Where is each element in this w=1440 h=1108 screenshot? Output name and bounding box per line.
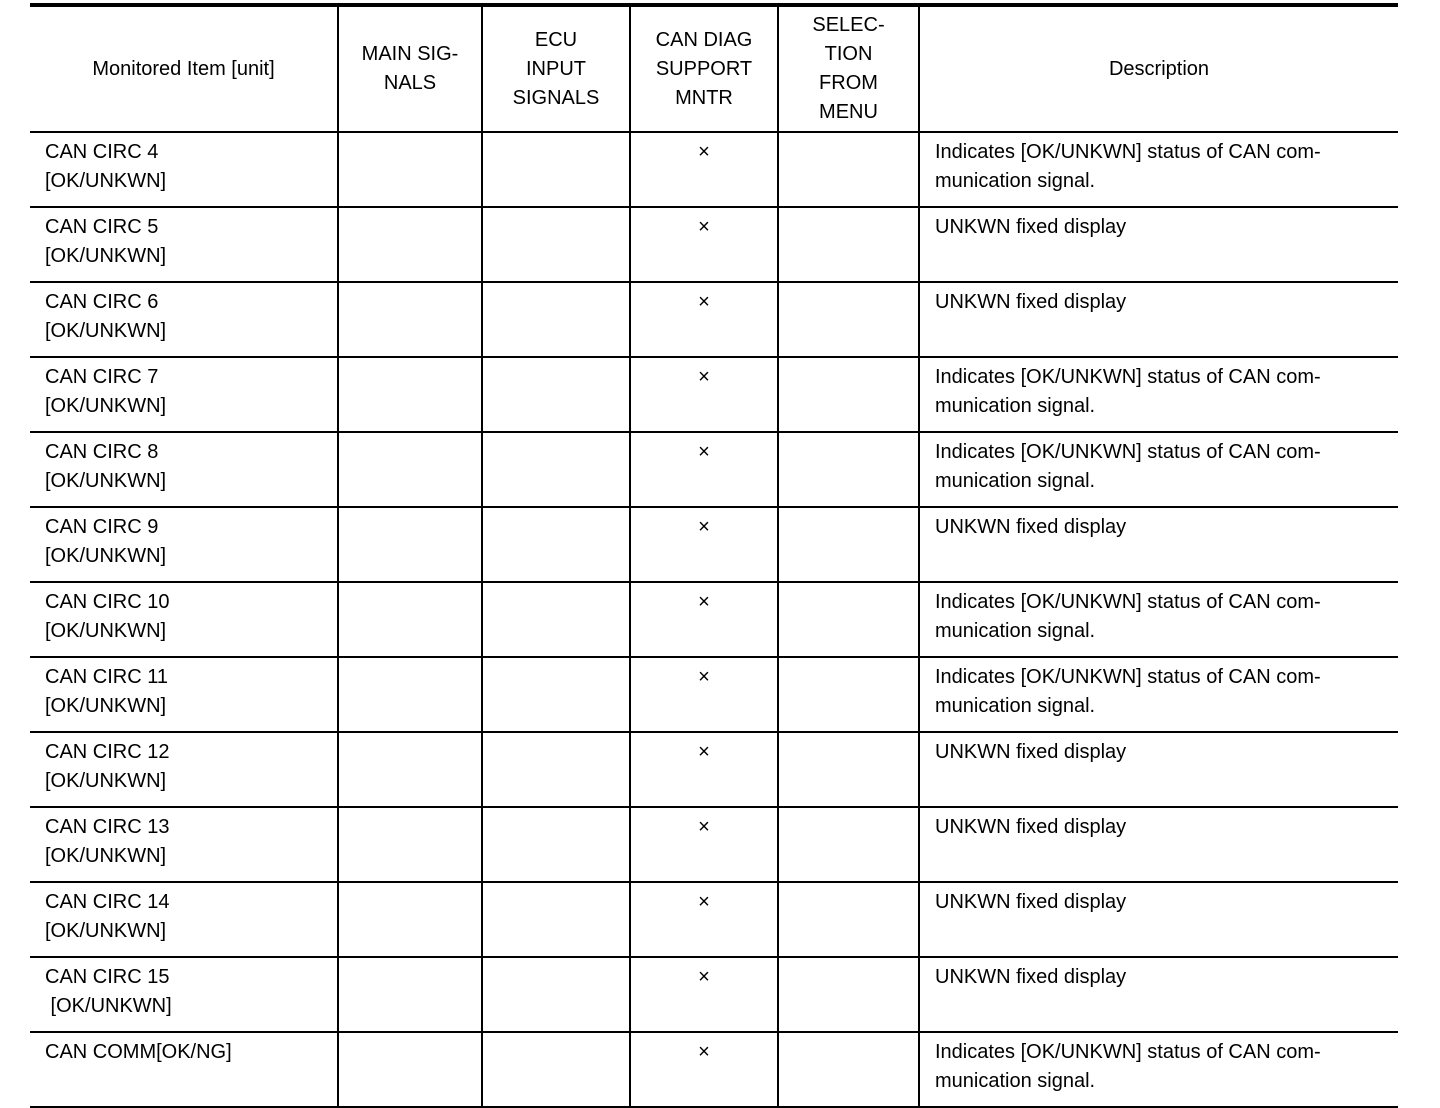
header-row: Monitored Item [unit] MAIN SIG- NALS ECU… bbox=[30, 3, 1398, 133]
monitored-item-cell: CAN CIRC 10 [OK/UNKWN] bbox=[30, 581, 339, 658]
table-row: CAN CIRC 11 [OK/UNKWN] × Indicates [OK/UNK… bbox=[30, 656, 1398, 733]
ecu-input-signals-cell bbox=[481, 656, 631, 733]
can-diag-support-mark: × bbox=[629, 131, 779, 208]
header-main-signals: MAIN SIG- NALS bbox=[337, 3, 483, 133]
ecu-input-signals-cell bbox=[481, 581, 631, 658]
monitor-item-table: Monitored Item [unit] MAIN SIG- NALS ECU… bbox=[30, 3, 1398, 1108]
table-row: CAN CIRC 13 [OK/UNKWN] × UNKWN fixed displ… bbox=[30, 806, 1398, 883]
monitored-item-cell: CAN CIRC 5 [OK/UNKWN] bbox=[30, 206, 339, 283]
can-diag-support-mark: × bbox=[629, 1031, 779, 1108]
header-monitored-item: Monitored Item [unit] bbox=[30, 3, 339, 133]
table-row: CAN CIRC 9 [OK/UNKWN] × UNKWN fixed displa… bbox=[30, 506, 1398, 583]
table-row: CAN CIRC 6 [OK/UNKWN] × UNKWN fixed displa… bbox=[30, 281, 1398, 358]
selection-from-menu-cell bbox=[777, 881, 920, 958]
can-diag-support-mark: × bbox=[629, 881, 779, 958]
monitored-item-cell: CAN CIRC 4 [OK/UNKWN] bbox=[30, 131, 339, 208]
main-signals-cell bbox=[337, 881, 483, 958]
table-row: CAN CIRC 8 [OK/UNKWN] × Indicates [OK/UNKW… bbox=[30, 431, 1398, 508]
monitored-item-cell: CAN CIRC 11 [OK/UNKWN] bbox=[30, 656, 339, 733]
can-diag-support-mark: × bbox=[629, 506, 779, 583]
main-signals-cell bbox=[337, 506, 483, 583]
description-cell: UNKWN fixed display bbox=[918, 281, 1398, 358]
description-cell: Indicates [OK/UNKWN] status of CAN com- … bbox=[918, 581, 1398, 658]
can-diag-support-mark: × bbox=[629, 431, 779, 508]
selection-from-menu-cell bbox=[777, 1031, 920, 1108]
monitored-item-cell: CAN CIRC 7 [OK/UNKWN] bbox=[30, 356, 339, 433]
selection-from-menu-cell bbox=[777, 806, 920, 883]
ecu-input-signals-cell bbox=[481, 281, 631, 358]
can-diag-support-mark: × bbox=[629, 206, 779, 283]
table-row: CAN CIRC 10 [OK/UNKWN] × Indicates [OK/UNK… bbox=[30, 581, 1398, 658]
ecu-input-signals-cell bbox=[481, 506, 631, 583]
description-cell: Indicates [OK/UNKWN] status of CAN com- … bbox=[918, 431, 1398, 508]
monitored-item-cell: CAN CIRC 13 [OK/UNKWN] bbox=[30, 806, 339, 883]
description-cell: UNKWN fixed display bbox=[918, 731, 1398, 808]
ecu-input-signals-cell bbox=[481, 1031, 631, 1108]
selection-from-menu-cell bbox=[777, 656, 920, 733]
monitored-item-cell: CAN COMM[OK/NG] bbox=[30, 1031, 339, 1108]
can-diag-support-mark: × bbox=[629, 956, 779, 1033]
can-diag-support-mark: × bbox=[629, 356, 779, 433]
description-cell: Indicates [OK/UNKWN] status of CAN com- … bbox=[918, 356, 1398, 433]
selection-from-menu-cell bbox=[777, 281, 920, 358]
monitored-item-cell: CAN CIRC 8 [OK/UNKWN] bbox=[30, 431, 339, 508]
selection-from-menu-cell bbox=[777, 506, 920, 583]
table-row: CAN CIRC 15 [OK/UNKWN] × UNKWN fixed displ… bbox=[30, 956, 1398, 1033]
description-cell: UNKWN fixed display bbox=[918, 506, 1398, 583]
can-diag-support-mark: × bbox=[629, 806, 779, 883]
monitored-item-cell: CAN CIRC 14 [OK/UNKWN] bbox=[30, 881, 339, 958]
table-row: CAN CIRC 7 [OK/UNKWN] × Indicates [OK/UNKW… bbox=[30, 356, 1398, 433]
description-cell: UNKWN fixed display bbox=[918, 881, 1398, 958]
description-cell: UNKWN fixed display bbox=[918, 956, 1398, 1033]
table-row: CAN CIRC 4 [OK/UNKWN] × Indicates [OK/UNKW… bbox=[30, 131, 1398, 208]
description-cell: Indicates [OK/UNKWN] status of CAN com- … bbox=[918, 656, 1398, 733]
can-diag-support-mark: × bbox=[629, 281, 779, 358]
can-diag-support-mark: × bbox=[629, 581, 779, 658]
main-signals-cell bbox=[337, 356, 483, 433]
selection-from-menu-cell bbox=[777, 206, 920, 283]
main-signals-cell bbox=[337, 581, 483, 658]
monitored-item-cell: CAN CIRC 9 [OK/UNKWN] bbox=[30, 506, 339, 583]
header-can-diag-support-mntr: CAN DIAG SUPPORT MNTR bbox=[629, 3, 779, 133]
description-cell: Indicates [OK/UNKWN] status of CAN com- … bbox=[918, 1031, 1398, 1108]
ecu-input-signals-cell bbox=[481, 431, 631, 508]
main-signals-cell bbox=[337, 281, 483, 358]
main-signals-cell bbox=[337, 656, 483, 733]
table-row: CAN COMM[OK/NG] × Indicates [OK/UNKWN] sta… bbox=[30, 1031, 1398, 1108]
ecu-input-signals-cell bbox=[481, 881, 631, 958]
header-selection-from-menu: SELEC- TION FROM MENU bbox=[777, 3, 920, 133]
table-row: CAN CIRC 12 [OK/UNKWN] × UNKWN fixed displ… bbox=[30, 731, 1398, 808]
selection-from-menu-cell bbox=[777, 356, 920, 433]
table-row: CAN CIRC 14 [OK/UNKWN] × UNKWN fixed displ… bbox=[30, 881, 1398, 958]
ecu-input-signals-cell bbox=[481, 206, 631, 283]
selection-from-menu-cell bbox=[777, 581, 920, 658]
main-signals-cell bbox=[337, 731, 483, 808]
selection-from-menu-cell bbox=[777, 131, 920, 208]
monitored-item-cell: CAN CIRC 15 [OK/UNKWN] bbox=[30, 956, 339, 1033]
can-diag-support-mark: × bbox=[629, 656, 779, 733]
main-signals-cell bbox=[337, 131, 483, 208]
ecu-input-signals-cell bbox=[481, 731, 631, 808]
description-cell: Indicates [OK/UNKWN] status of CAN com- … bbox=[918, 131, 1398, 208]
selection-from-menu-cell bbox=[777, 431, 920, 508]
monitored-item-cell: CAN CIRC 12 [OK/UNKWN] bbox=[30, 731, 339, 808]
selection-from-menu-cell bbox=[777, 731, 920, 808]
selection-from-menu-cell bbox=[777, 956, 920, 1033]
description-cell: UNKWN fixed display bbox=[918, 206, 1398, 283]
main-signals-cell bbox=[337, 806, 483, 883]
main-signals-cell bbox=[337, 1031, 483, 1108]
header-ecu-input-signals: ECU INPUT SIGNALS bbox=[481, 3, 631, 133]
ecu-input-signals-cell bbox=[481, 356, 631, 433]
monitored-item-cell: CAN CIRC 6 [OK/UNKWN] bbox=[30, 281, 339, 358]
table-row: CAN CIRC 5 [OK/UNKWN] × UNKWN fixed displa… bbox=[30, 206, 1398, 283]
can-diag-support-mark: × bbox=[629, 731, 779, 808]
description-cell: UNKWN fixed display bbox=[918, 806, 1398, 883]
ecu-input-signals-cell bbox=[481, 131, 631, 208]
header-description: Description bbox=[918, 3, 1398, 133]
main-signals-cell bbox=[337, 431, 483, 508]
main-signals-cell bbox=[337, 206, 483, 283]
ecu-input-signals-cell bbox=[481, 806, 631, 883]
ecu-input-signals-cell bbox=[481, 956, 631, 1033]
main-signals-cell bbox=[337, 956, 483, 1033]
